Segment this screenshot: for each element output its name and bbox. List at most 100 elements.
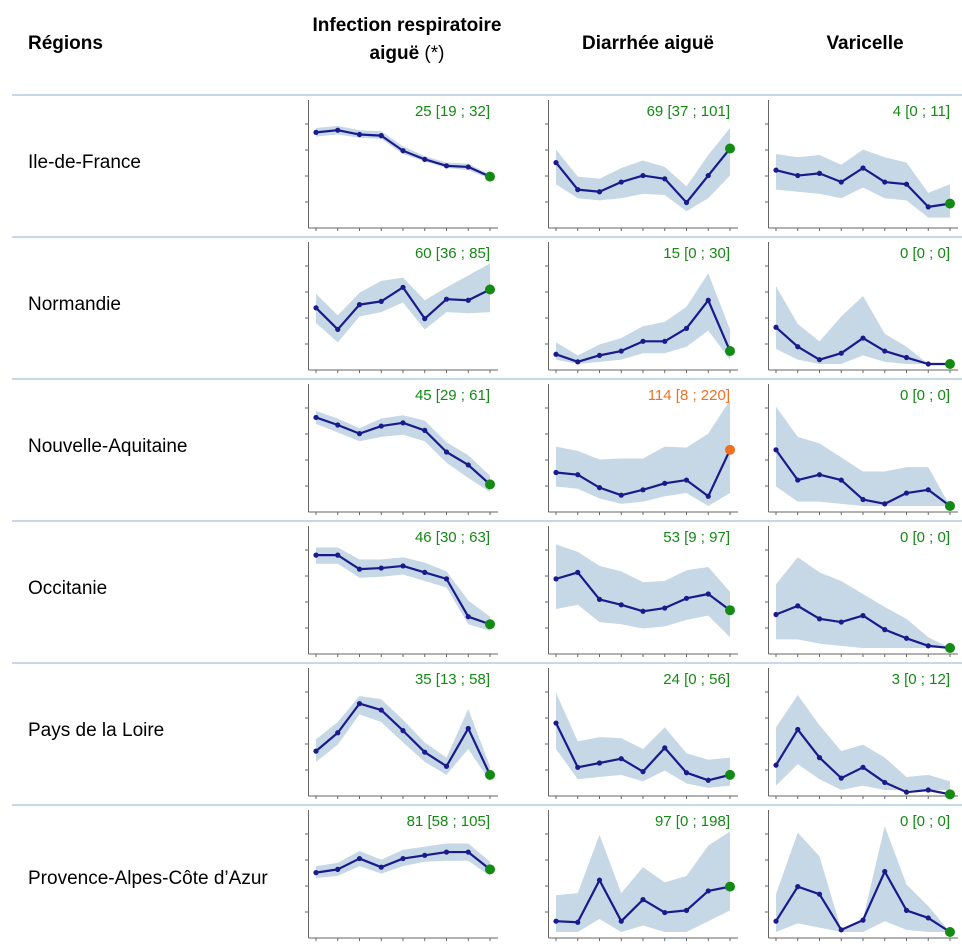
mini-chart: 69 [37 ; 101] bbox=[545, 100, 738, 231]
data-point bbox=[860, 764, 866, 770]
row-separator bbox=[12, 662, 962, 664]
data-point bbox=[925, 915, 931, 921]
header-ira-line1: Infection respiratoire bbox=[312, 15, 502, 36]
data-point bbox=[705, 493, 711, 499]
data-point bbox=[903, 789, 910, 795]
confidence-band bbox=[316, 547, 490, 631]
data-point bbox=[400, 284, 406, 290]
data-point bbox=[705, 888, 711, 894]
data-point bbox=[313, 305, 319, 311]
confidence-band bbox=[556, 273, 730, 364]
data-point bbox=[618, 492, 624, 498]
data-point bbox=[816, 472, 823, 478]
row-separator bbox=[12, 236, 962, 238]
header-ira: Infection respiratoire aiguë (*) bbox=[272, 12, 542, 68]
data-point bbox=[356, 302, 363, 308]
estimate-label: 114 [8 ; 220] bbox=[648, 387, 730, 404]
header-varicelle: Varicelle bbox=[826, 33, 904, 54]
last-data-point bbox=[945, 359, 955, 369]
data-point bbox=[903, 490, 910, 496]
mini-chart: 3 [0 ; 12] bbox=[765, 668, 958, 800]
data-point bbox=[356, 431, 363, 437]
data-point bbox=[335, 730, 341, 736]
mini-chart: 4 [0 ; 11] bbox=[765, 100, 958, 231]
confidence-band bbox=[776, 286, 950, 364]
mini-chart: 46 [30 ; 63] bbox=[305, 526, 498, 657]
data-point bbox=[465, 297, 471, 303]
data-point bbox=[313, 552, 319, 558]
last-data-point bbox=[725, 143, 735, 154]
data-point bbox=[860, 335, 866, 341]
last-data-point bbox=[725, 605, 735, 616]
data-point bbox=[553, 918, 559, 924]
estimate-label: 35 [13 ; 58] bbox=[415, 671, 490, 688]
data-point bbox=[553, 351, 559, 357]
data-point bbox=[860, 496, 866, 503]
data-point bbox=[816, 357, 823, 363]
data-point bbox=[773, 167, 779, 173]
last-data-point bbox=[485, 619, 495, 630]
mini-chart: 0 [0 ; 0] bbox=[765, 810, 958, 941]
data-point bbox=[705, 591, 711, 597]
data-point bbox=[400, 563, 406, 569]
data-point bbox=[575, 919, 581, 925]
header-regions: Régions bbox=[28, 33, 103, 54]
data-point bbox=[553, 469, 559, 476]
data-point bbox=[400, 728, 406, 734]
last-data-point bbox=[945, 927, 955, 937]
data-point bbox=[378, 423, 384, 429]
mini-chart: 35 [13 ; 58] bbox=[305, 668, 498, 799]
data-point bbox=[640, 769, 646, 775]
row-separator bbox=[12, 804, 962, 806]
mini-chart: 53 [9 ; 97] bbox=[545, 526, 738, 657]
data-point bbox=[465, 462, 471, 468]
data-point bbox=[596, 485, 603, 491]
last-data-point bbox=[945, 643, 955, 653]
estimate-label: 4 [0 ; 11] bbox=[893, 103, 950, 120]
data-point bbox=[422, 749, 428, 755]
data-point bbox=[335, 326, 341, 333]
region-label: Provence-Alpes-Côte d’Azur bbox=[28, 868, 268, 889]
data-point bbox=[838, 477, 844, 483]
data-point bbox=[640, 608, 646, 614]
data-point bbox=[795, 172, 801, 179]
data-point bbox=[465, 164, 471, 170]
data-point bbox=[422, 156, 428, 162]
confidence-band bbox=[776, 826, 950, 932]
row-separator bbox=[12, 520, 962, 522]
data-point bbox=[816, 755, 823, 761]
mini-chart: 0 [0 ; 0] bbox=[765, 526, 958, 657]
data-point bbox=[795, 603, 801, 609]
data-point bbox=[705, 777, 711, 783]
last-data-point bbox=[725, 769, 735, 780]
data-point bbox=[356, 566, 363, 572]
confidence-band bbox=[556, 128, 730, 212]
data-point bbox=[335, 552, 341, 558]
confidence-band bbox=[316, 696, 490, 782]
data-point bbox=[400, 420, 406, 426]
data-point bbox=[773, 762, 779, 768]
data-point bbox=[356, 855, 363, 862]
data-point bbox=[662, 745, 668, 751]
estimate-label: 81 [58 ; 105] bbox=[407, 813, 490, 830]
data-point bbox=[773, 918, 779, 924]
data-point bbox=[925, 487, 931, 493]
data-point bbox=[575, 359, 581, 365]
data-point bbox=[816, 170, 823, 176]
data-point bbox=[860, 917, 866, 923]
data-point bbox=[640, 897, 646, 903]
data-point bbox=[662, 176, 668, 182]
data-point bbox=[553, 576, 559, 582]
data-point bbox=[443, 449, 450, 455]
data-point bbox=[795, 477, 801, 483]
region-label: Occitanie bbox=[28, 578, 108, 599]
mini-chart: 25 [19 ; 32] bbox=[305, 100, 498, 231]
data-point bbox=[618, 179, 624, 185]
data-point bbox=[816, 891, 823, 897]
region-label: Nouvelle-Aquitaine bbox=[28, 436, 188, 457]
data-point bbox=[838, 179, 844, 185]
data-point bbox=[465, 725, 471, 732]
estimate-label: 24 [0 ; 56] bbox=[663, 671, 730, 688]
data-point bbox=[596, 352, 603, 358]
data-point bbox=[575, 569, 581, 575]
